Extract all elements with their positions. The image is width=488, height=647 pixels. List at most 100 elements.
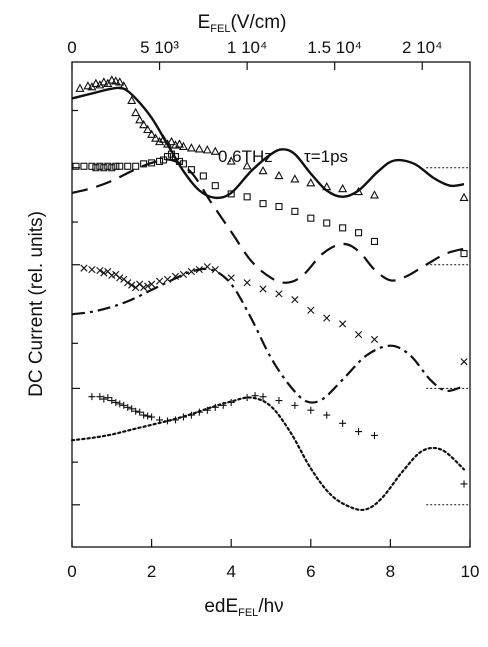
marker-1-8 bbox=[112, 162, 120, 170]
marker-0-32 bbox=[274, 170, 284, 180]
curve-1 bbox=[71, 158, 465, 284]
series-2 bbox=[71, 263, 469, 404]
marker-0-11 bbox=[127, 95, 137, 104]
top-tick-label-0: 0 bbox=[67, 38, 76, 57]
marker-0-26 bbox=[194, 144, 204, 153]
marker-3-26 bbox=[251, 392, 259, 400]
marker-3-18 bbox=[179, 413, 187, 421]
marker-0-15 bbox=[143, 124, 153, 134]
marker-0-9 bbox=[115, 77, 125, 86]
marker-1-17 bbox=[167, 150, 176, 158]
marker-3-16 bbox=[164, 417, 172, 425]
top-tick-label-4: 2 10⁴ bbox=[402, 38, 442, 57]
marker-3-19 bbox=[187, 411, 195, 419]
marker-0-18 bbox=[155, 136, 165, 146]
marker-1-9 bbox=[116, 162, 124, 170]
marker-0-38 bbox=[369, 190, 380, 199]
marker-3-9 bbox=[128, 405, 136, 413]
marker-0-19 bbox=[159, 134, 169, 143]
x-tick-label-4: 8 bbox=[386, 562, 395, 581]
marker-2-21 bbox=[195, 265, 203, 274]
curve-2 bbox=[71, 267, 465, 404]
marker-2-3 bbox=[100, 269, 108, 277]
marker-0-0 bbox=[75, 83, 85, 92]
marker-3-34 bbox=[370, 431, 378, 439]
marker-2-0 bbox=[80, 264, 88, 272]
top-axis-title-rest: (V/cm) bbox=[230, 12, 286, 33]
marker-2-32 bbox=[354, 330, 363, 339]
marker-0-23 bbox=[174, 139, 184, 148]
marker-3-31 bbox=[323, 411, 331, 419]
marker-3-1 bbox=[96, 393, 104, 401]
marker-2-24 bbox=[227, 274, 235, 282]
marker-2-17 bbox=[163, 275, 172, 283]
marker-1-1 bbox=[80, 162, 88, 170]
marker-0-36 bbox=[338, 183, 348, 193]
marker-3-27 bbox=[259, 393, 267, 401]
marker-1-5 bbox=[100, 164, 108, 172]
marker-2-18 bbox=[171, 272, 180, 280]
marker-3-7 bbox=[120, 401, 128, 409]
marker-1-7 bbox=[108, 164, 116, 172]
marker-0-8 bbox=[111, 76, 121, 85]
marker-0-21 bbox=[166, 136, 177, 146]
marker-3-32 bbox=[339, 419, 347, 427]
marker-3-20 bbox=[195, 408, 203, 416]
marker-0-37 bbox=[354, 186, 364, 196]
marker-3-33 bbox=[355, 428, 363, 436]
marker-2-33 bbox=[370, 335, 379, 344]
marker-3-21 bbox=[203, 406, 211, 414]
x-tick-label-3: 6 bbox=[306, 562, 315, 581]
marker-2-14 bbox=[144, 282, 152, 290]
marker-1-23 bbox=[211, 182, 219, 190]
marker-3-15 bbox=[156, 416, 164, 424]
axis-ticks: 0 2 4 6 8 10 0 5 10³ 1 10⁴ 1.5 10⁴ 2 10⁴ bbox=[67, 38, 479, 581]
marker-2-20 bbox=[187, 267, 195, 276]
annotation-frequency: 0.6THz bbox=[218, 147, 273, 166]
marker-0-12 bbox=[131, 107, 141, 117]
marker-2-1 bbox=[88, 265, 96, 274]
annotation-tau: τ=1ps bbox=[304, 147, 348, 166]
plot-area bbox=[71, 61, 471, 548]
marker-2-16 bbox=[155, 277, 164, 285]
top-tick-label-1: 5 10³ bbox=[140, 38, 179, 57]
marker-1-31 bbox=[339, 224, 347, 232]
top-axis-title: EFEL(V/cm) bbox=[198, 12, 287, 35]
marker-3-11 bbox=[136, 408, 144, 416]
marker-3-6 bbox=[116, 400, 124, 408]
marker-0-1 bbox=[83, 81, 93, 90]
marker-2-19 bbox=[179, 270, 188, 279]
marker-1-16 bbox=[163, 153, 172, 161]
marker-1-21 bbox=[187, 166, 195, 174]
marker-3-4 bbox=[108, 397, 116, 405]
marker-0-39 bbox=[459, 192, 469, 201]
marker-1-33 bbox=[370, 237, 379, 245]
marker-0-13 bbox=[135, 115, 145, 124]
marker-0-7 bbox=[107, 75, 117, 84]
marker-2-7 bbox=[116, 274, 124, 282]
top-axis-title-base: E bbox=[198, 12, 211, 33]
marker-0-10 bbox=[119, 81, 129, 90]
marker-3-28 bbox=[275, 397, 283, 405]
marker-0-24 bbox=[178, 141, 188, 151]
marker-3-35 bbox=[460, 480, 468, 488]
marker-0-30 bbox=[242, 161, 252, 170]
marker-2-34 bbox=[460, 358, 468, 366]
marker-0-29 bbox=[226, 156, 236, 165]
marker-2-28 bbox=[291, 296, 299, 304]
marker-0-3 bbox=[91, 78, 101, 87]
marker-3-25 bbox=[243, 394, 251, 402]
marker-0-17 bbox=[151, 133, 161, 142]
marker-3-14 bbox=[148, 413, 156, 421]
x-tick-label-1: 2 bbox=[147, 562, 156, 581]
marker-3-22 bbox=[211, 403, 219, 411]
marker-1-28 bbox=[291, 207, 299, 215]
marker-2-26 bbox=[259, 285, 267, 293]
series-1 bbox=[71, 150, 469, 284]
marker-3-10 bbox=[132, 407, 140, 415]
series-layer bbox=[70, 75, 469, 512]
marker-2-23 bbox=[211, 265, 219, 274]
marker-1-25 bbox=[243, 193, 251, 201]
marker-0-5 bbox=[99, 77, 109, 86]
